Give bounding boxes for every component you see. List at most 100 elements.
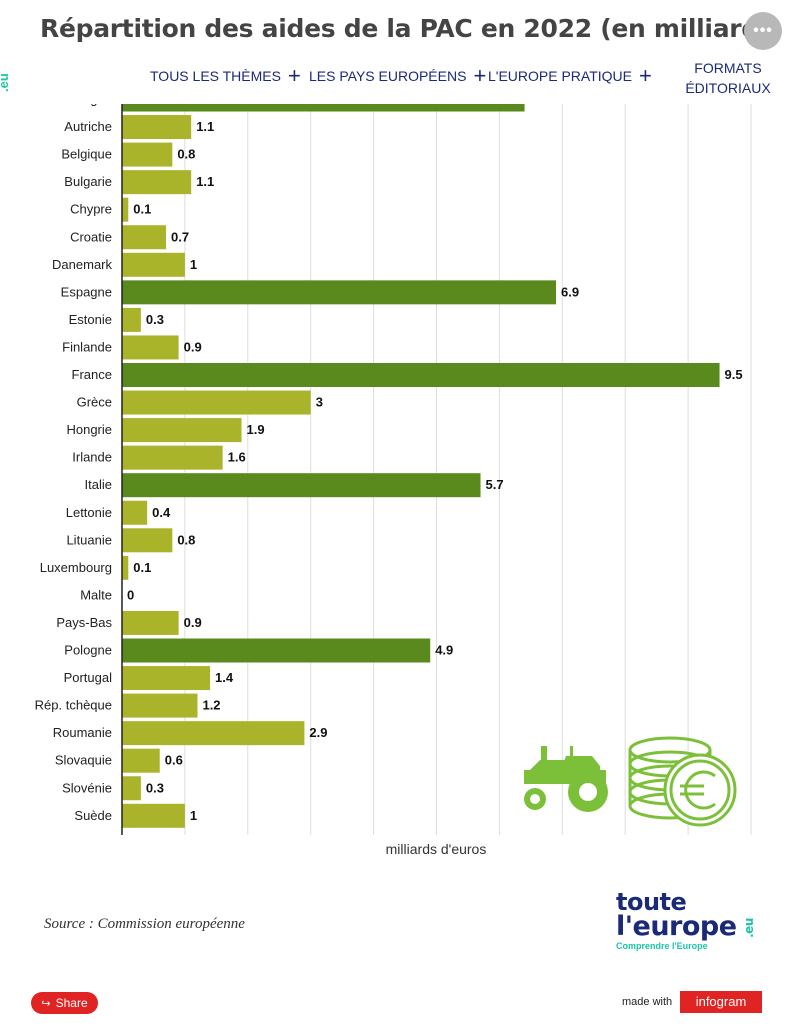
side-logo: .eu [0, 74, 11, 92]
bar [122, 555, 129, 580]
toute-leurope-logo[interactable]: toute l'europe .eu Comprendre l'Europe [616, 888, 776, 951]
bar [122, 473, 481, 498]
category-label: Espagne [61, 284, 112, 299]
bar [122, 104, 525, 112]
value-label: 1.1 [196, 119, 214, 134]
infogram-logo[interactable]: infogram [680, 991, 762, 1013]
value-label: 0.3 [146, 312, 164, 327]
category-label: Rép. tchèque [35, 698, 112, 713]
category-label: Lituanie [66, 532, 112, 547]
value-label: 1.9 [247, 422, 265, 437]
category-label: Luxembourg [40, 560, 112, 575]
plus-icon: + [287, 63, 301, 88]
bar [122, 280, 557, 305]
bar [122, 500, 148, 525]
value-label: 1 [190, 257, 197, 272]
value-label: 6.9 [561, 284, 579, 299]
category-label: Pays-Bas [56, 615, 112, 630]
category-label: Italie [85, 477, 112, 492]
nav-item-themes[interactable]: TOUS LES THÈMES + [150, 63, 301, 88]
category-label: Roumanie [53, 725, 112, 740]
share-button[interactable]: ↪ Share [31, 992, 98, 1014]
bar [122, 335, 179, 360]
bar [122, 252, 185, 277]
nav-formats-line1: FORMATS [694, 60, 762, 76]
category-label: Portugal [64, 670, 113, 685]
brand-eu: .eu [741, 917, 756, 938]
bar [122, 418, 242, 443]
bar [122, 363, 720, 387]
bar [122, 776, 141, 801]
value-label: 0.3 [146, 780, 164, 795]
bar [122, 197, 129, 222]
category-label: Lettonie [66, 505, 112, 520]
plus-icon: + [473, 63, 487, 88]
nav-item-label: L'EUROPE PRATIQUE [488, 68, 632, 84]
category-label: Chypre [70, 202, 112, 217]
category-label: Grèce [77, 395, 112, 410]
bar [122, 748, 160, 773]
brand-line1: toute [616, 888, 687, 916]
coins-euro-icon [628, 736, 737, 827]
value-label: 1 [190, 808, 197, 823]
value-label: 0.9 [184, 615, 202, 630]
nav-item-formats[interactable]: FORMATS ÉDITORIAUX [680, 58, 776, 98]
value-label: 5.7 [486, 477, 504, 492]
ellipsis-icon[interactable]: ••• [744, 12, 782, 50]
value-label: 0.7 [171, 229, 189, 244]
category-label: France [72, 367, 112, 382]
category-label: Estonie [69, 312, 112, 327]
tractor-icon [524, 746, 608, 812]
category-label: Autriche [64, 119, 112, 134]
value-label: 0.4 [152, 505, 171, 520]
category-label: Irlande [72, 450, 112, 465]
bar [122, 610, 179, 635]
bar [122, 142, 173, 167]
bar [122, 390, 311, 415]
chart-title: Répartition des aides de la PAC en 2022 … [40, 14, 760, 43]
share-icon: ↪ [41, 998, 51, 1010]
value-label: 3 [316, 395, 323, 410]
value-label: 0.8 [177, 532, 195, 547]
value-label: 4.9 [435, 643, 453, 658]
bar [122, 721, 305, 746]
value-label: 0.9 [184, 339, 202, 354]
value-label: 1.4 [215, 670, 234, 685]
bar [122, 528, 173, 553]
bar [122, 666, 211, 691]
bar [122, 638, 431, 663]
category-label: Slovaquie [55, 753, 112, 768]
value-label: 2.9 [309, 725, 327, 740]
category-label: Hongrie [66, 422, 112, 437]
nav-formats-line2: ÉDITORIAUX [685, 80, 771, 96]
category-label: Slovénie [62, 780, 112, 795]
brand-tagline: Comprendre l'Europe [616, 940, 708, 951]
category-label: Finlande [62, 339, 112, 354]
bar [122, 693, 198, 718]
value-label: 1.2 [202, 698, 220, 713]
value-label: 1.6 [228, 450, 246, 465]
nav-item-label: LES PAYS EUROPÉENS [309, 68, 467, 84]
share-label: Share [55, 996, 88, 1010]
category-label: Suède [74, 808, 112, 823]
x-axis-title: milliards d'euros [386, 841, 487, 857]
plus-icon: + [639, 63, 652, 88]
value-label: 1.1 [196, 174, 214, 189]
bar-chart: Allemagne Autriche 1.1 Belgique 0.8 Bulgarie 1… [35, 104, 752, 857]
bar [122, 803, 185, 828]
nav-item-practical[interactable]: L'EUROPE PRATIQUE + [488, 63, 652, 88]
category-label: Croatie [70, 229, 112, 244]
nav-item-countries[interactable]: LES PAYS EUROPÉENS + [309, 63, 487, 88]
value-label: 0.1 [133, 202, 151, 217]
brand-line2: l'europe [616, 911, 737, 942]
nav-item-label: TOUS LES THÈMES [150, 68, 281, 84]
value-label: 0.6 [165, 753, 183, 768]
bar [122, 445, 223, 470]
category-label: Danemark [52, 257, 112, 272]
category-label: Bulgarie [64, 174, 112, 189]
bar [122, 115, 192, 140]
value-label: 9.5 [725, 367, 743, 382]
value-label: 0.8 [177, 147, 195, 162]
category-label: Pologne [64, 643, 112, 658]
value-label: 0 [127, 587, 134, 602]
